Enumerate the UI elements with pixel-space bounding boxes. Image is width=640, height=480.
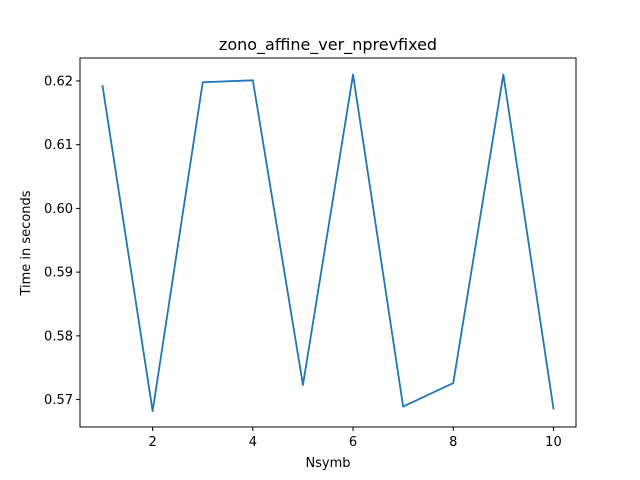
x-axis-label: Nsymb	[305, 456, 350, 471]
x-tick-label: 4	[249, 435, 257, 450]
axes-frame	[79, 57, 577, 428]
y-tick-label: 0.62	[44, 74, 73, 89]
chart-title: zono_affine_ver_nprevfixed	[219, 35, 437, 55]
plot-area: 2 4 6 8 10 0.57 0.58 0.59 0.60 0.61 0.62	[44, 57, 577, 450]
y-tick-label: 0.58	[44, 329, 73, 344]
x-tick-label: 10	[545, 435, 562, 450]
x-tick-label: 8	[449, 435, 457, 450]
y-tick-label: 0.57	[44, 393, 73, 408]
y-tick-label: 0.61	[44, 138, 73, 153]
series-line-0	[101, 73, 555, 412]
y-tick-label: 0.60	[44, 202, 73, 217]
x-tick-label: 2	[149, 435, 157, 450]
x-tick-label: 6	[349, 435, 357, 450]
y-axis-label: Time in seconds	[19, 190, 34, 296]
y-tick-label: 0.59	[44, 266, 73, 281]
